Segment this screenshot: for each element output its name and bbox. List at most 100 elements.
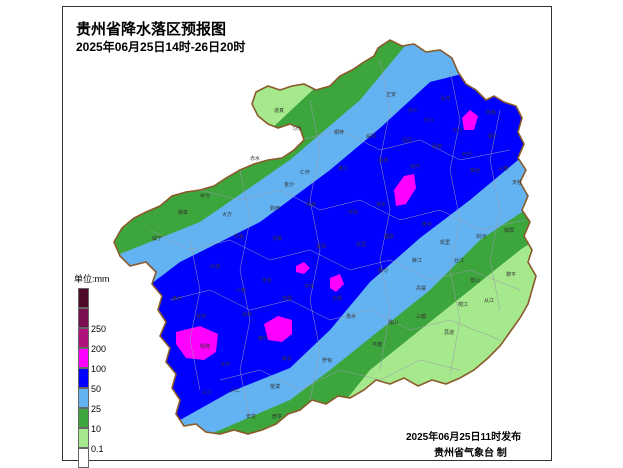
- county-label: 瓮安: [376, 201, 386, 208]
- county-label: 沿河: [440, 95, 450, 102]
- legend-swatch: [78, 448, 89, 468]
- legend-tick-label: 100: [91, 364, 107, 374]
- county-label: 普定: [262, 277, 272, 284]
- county-label: 盘州: [172, 295, 182, 302]
- legend-tick-label: 50: [91, 384, 102, 394]
- county-label: 平塘: [372, 341, 382, 348]
- county-label: 锦屏: [504, 227, 514, 234]
- county-label: 贵阳: [316, 243, 326, 250]
- county-label: 凤冈: [402, 138, 412, 144]
- county-label: 独山: [388, 319, 398, 326]
- county-label: 丹寨: [416, 285, 426, 292]
- legend-tick-label: 0.1: [91, 444, 104, 454]
- spot-100mm-e: [296, 262, 310, 274]
- county-label: 石阡: [462, 151, 472, 158]
- county-label: 江口: [452, 127, 462, 134]
- county-label: 榕江: [458, 301, 468, 308]
- legend-tick-label: 10: [91, 424, 102, 434]
- county-label: 湄潭: [378, 157, 388, 164]
- legend-swatch: [78, 308, 89, 328]
- county-label: 黄平: [422, 221, 432, 228]
- map-title: 贵州省降水落区预报图: [76, 21, 227, 38]
- county-label: 镇宁: [258, 335, 268, 342]
- county-label: 习水: [292, 125, 302, 132]
- issue-time: 2025年06月25日11时发布: [406, 432, 522, 443]
- county-label: 都匀: [378, 267, 388, 274]
- county-label: 册亨: [272, 413, 282, 420]
- county-label: 余庆: [410, 163, 420, 170]
- county-label: 松桃: [486, 109, 496, 116]
- county-label: 大方: [222, 211, 232, 218]
- issuing-agency: 贵州省气象台 制: [434, 448, 507, 459]
- county-label: 三都: [416, 314, 426, 320]
- county-label: 关岭: [242, 311, 252, 318]
- county-label: 凯里: [440, 239, 450, 246]
- county-label: 息烽: [306, 201, 316, 208]
- county-label: 平坝: [304, 283, 314, 290]
- spot-100mm-b: [264, 316, 292, 342]
- county-label: 开阳: [348, 209, 358, 216]
- spot-100mm-a: [176, 326, 218, 360]
- legend-swatch: [78, 328, 89, 348]
- spot-100mm-f: [330, 274, 344, 292]
- legend-title: 单位:mm: [74, 274, 110, 284]
- county-label: 福泉: [384, 233, 394, 240]
- county-label: 金沙: [284, 181, 294, 188]
- county-label: 安顺: [282, 295, 292, 302]
- county-label: 罗甸: [322, 357, 332, 364]
- band-50mm: [130, 72, 530, 420]
- county-label: 黎平: [506, 271, 516, 278]
- county-label: 安龙: [246, 413, 256, 420]
- county-label: 遵义: [338, 165, 348, 172]
- county-label: 兴义: [202, 389, 212, 396]
- legend-swatches: [78, 288, 89, 468]
- legend-swatch: [78, 368, 89, 388]
- county-label: 长顺: [332, 295, 342, 302]
- county-label: 威宁: [152, 235, 162, 242]
- county-label: 赫章: [178, 209, 188, 216]
- county-label: 台江: [454, 257, 464, 264]
- county-label: 织金: [234, 233, 244, 240]
- county-label: 望谟: [270, 383, 280, 390]
- county-label: 荔波: [444, 329, 454, 336]
- map-subtitle: 2025年06月25日14时-26日20时: [76, 40, 246, 54]
- county-label: 雷山: [470, 277, 480, 284]
- spot-100mm-c: [394, 174, 416, 206]
- county-label: 六枝: [236, 287, 246, 294]
- legend-tick-label: 200: [91, 344, 107, 354]
- county-label: 桐梓: [334, 129, 344, 136]
- county-label: 普安: [196, 313, 206, 320]
- county-label: 黔西: [270, 205, 280, 212]
- legend-swatch: [78, 348, 89, 368]
- county-label: 铜仁: [488, 133, 498, 140]
- legend-swatch: [78, 388, 89, 408]
- county-label: 赤水: [250, 155, 260, 162]
- legend-swatch: [78, 428, 89, 448]
- county-label: 镇远: [470, 167, 480, 174]
- county-label: 三穗: [498, 165, 508, 172]
- county-label: 从江: [484, 297, 494, 304]
- legend-tick-label: 250: [91, 324, 107, 334]
- county-label: 天柱: [512, 179, 522, 186]
- county-label: 绥阳: [366, 133, 376, 140]
- county-label: 龙里: [356, 241, 366, 248]
- county-label: 印江: [424, 117, 434, 124]
- county-label: 贞丰: [220, 361, 230, 368]
- county-label: 仁怀: [300, 169, 310, 176]
- county-label: 思南: [432, 143, 442, 150]
- county-label: 毕节: [200, 193, 210, 200]
- county-label: 兴仁: [230, 387, 240, 394]
- county-label: 正安: [386, 91, 396, 98]
- legend-swatch: [78, 288, 89, 308]
- county-label: 惠水: [346, 313, 356, 320]
- legend-swatch: [78, 408, 89, 428]
- county-label: 务川: [408, 107, 418, 114]
- county-label: 道真: [274, 107, 284, 114]
- county-label: 紫云: [282, 356, 292, 362]
- county-label: 晴隆: [200, 343, 210, 350]
- county-label: 麻江: [412, 257, 422, 264]
- county-label: 清镇: [272, 235, 282, 242]
- legend-tick-label: 25: [91, 404, 102, 414]
